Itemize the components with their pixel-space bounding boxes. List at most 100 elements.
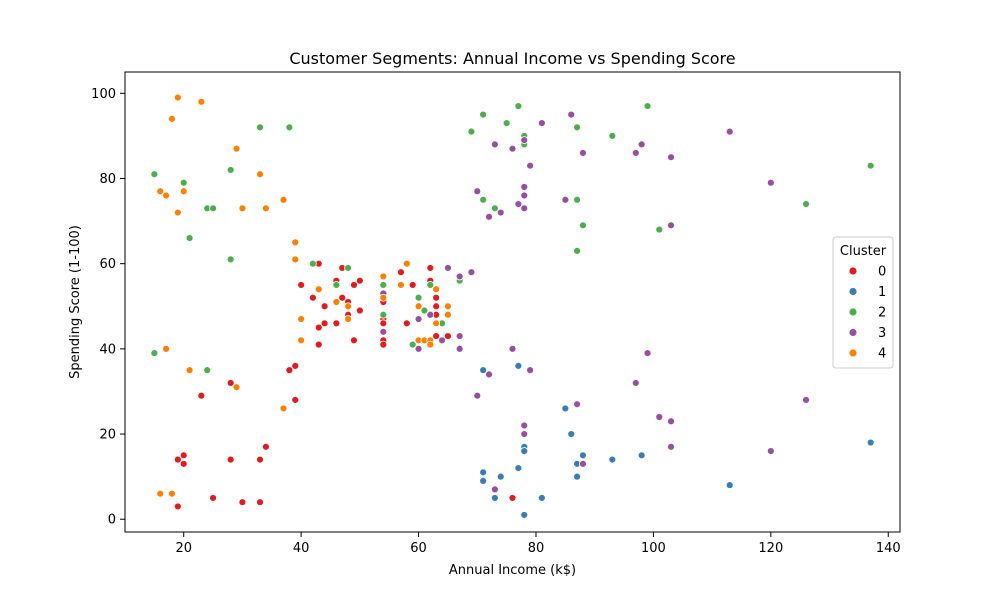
data-point-cluster-2 <box>226 166 235 174</box>
data-point-cluster-0 <box>350 336 358 345</box>
chart-title: Customer Segments: Annual Income vs Spen… <box>289 49 735 68</box>
data-point-cluster-0 <box>179 459 188 468</box>
data-point-cluster-3 <box>667 417 675 426</box>
data-point-cluster-2 <box>420 306 429 315</box>
data-point-cluster-3 <box>766 447 775 455</box>
data-point-cluster-0 <box>332 319 341 328</box>
data-point-cluster-2 <box>479 110 488 119</box>
data-point-cluster-1 <box>537 494 546 502</box>
data-point-cluster-0 <box>291 361 300 370</box>
data-point-cluster-2 <box>426 281 435 289</box>
data-point-cluster-2 <box>414 293 423 302</box>
data-point-cluster-2 <box>573 123 581 132</box>
data-point-cluster-4 <box>432 285 441 294</box>
x-tick-label: 140 <box>876 541 901 556</box>
data-point-cluster-0 <box>379 319 388 328</box>
data-point-cluster-3 <box>631 149 640 157</box>
data-point-cluster-0 <box>432 293 441 302</box>
data-point-cluster-2 <box>226 255 235 264</box>
data-point-cluster-4 <box>314 285 323 294</box>
data-point-cluster-3 <box>643 349 652 358</box>
data-point-cluster-3 <box>667 153 675 162</box>
data-point-cluster-3 <box>520 204 529 213</box>
x-tick-label: 40 <box>293 541 310 556</box>
data-point-cluster-3 <box>655 413 664 421</box>
data-point-cluster-4 <box>179 187 188 196</box>
data-point-cluster-4 <box>168 114 176 123</box>
data-point-cluster-4 <box>444 310 452 319</box>
data-point-cluster-3 <box>485 212 493 221</box>
data-point-cluster-0 <box>379 340 388 349</box>
data-point-cluster-2 <box>608 131 617 140</box>
data-point-cluster-2 <box>150 170 159 179</box>
legend-label-cluster-2: 2 <box>878 306 886 321</box>
data-point-cluster-3 <box>520 421 529 430</box>
x-axis: 20 40 60 80 100 120 140 <box>175 532 901 556</box>
data-point-cluster-1 <box>520 511 529 519</box>
data-point-cluster-0 <box>314 340 323 349</box>
data-point-cluster-0 <box>173 502 182 511</box>
data-point-cluster-4 <box>402 259 411 268</box>
x-tick-label: 60 <box>410 541 427 556</box>
data-point-cluster-0 <box>350 281 358 289</box>
data-point-cluster-0 <box>432 332 441 340</box>
legend-marker-cluster-4 <box>848 348 858 358</box>
data-point-cluster-1 <box>520 447 529 455</box>
data-point-cluster-3 <box>490 140 499 149</box>
data-point-cluster-0 <box>508 494 517 502</box>
data-point-cluster-4 <box>256 170 264 179</box>
data-point-cluster-2 <box>802 200 810 208</box>
data-point-cluster-2 <box>408 340 417 349</box>
data-point-cluster-2 <box>150 349 159 358</box>
data-point-cluster-2 <box>179 178 188 187</box>
data-point-cluster-3 <box>414 344 423 353</box>
data-point-cluster-2 <box>655 225 664 234</box>
data-point-cluster-4 <box>444 302 452 311</box>
data-point-cluster-1 <box>608 455 617 464</box>
data-point-cluster-3 <box>485 370 493 379</box>
data-point-cluster-0 <box>314 323 323 332</box>
data-point-cluster-2 <box>479 195 488 204</box>
data-point-cluster-4 <box>432 319 441 328</box>
data-point-cluster-3 <box>802 396 810 404</box>
data-point-cluster-2 <box>573 195 581 204</box>
data-point-cluster-2 <box>344 264 353 272</box>
data-point-cluster-1 <box>561 404 570 413</box>
data-point-cluster-3 <box>520 183 529 191</box>
data-point-cluster-4 <box>168 489 176 498</box>
data-point-cluster-2 <box>643 102 652 110</box>
legend-title: Cluster <box>840 244 887 259</box>
data-point-cluster-2 <box>256 123 264 132</box>
legend-label-cluster-4: 4 <box>878 347 886 362</box>
data-point-cluster-1 <box>514 361 523 370</box>
data-point-cluster-3 <box>473 391 482 400</box>
legend-items: 0 1 2 3 4 <box>848 265 886 362</box>
data-point-cluster-0 <box>226 455 235 464</box>
data-point-cluster-4 <box>162 344 171 353</box>
data-point-cluster-4 <box>232 383 241 392</box>
data-point-cluster-3 <box>579 149 587 157</box>
data-point-cluster-4 <box>279 195 288 204</box>
legend-label-cluster-3: 3 <box>878 326 886 341</box>
data-point-cluster-4 <box>344 315 353 323</box>
data-point-cluster-4 <box>173 208 182 217</box>
data-point-cluster-3 <box>490 485 499 494</box>
data-point-cluster-3 <box>444 264 452 272</box>
data-point-cluster-0 <box>320 302 329 311</box>
data-point-cluster-2 <box>332 281 341 289</box>
data-point-cluster-4 <box>414 302 423 311</box>
data-point-cluster-0 <box>297 281 306 289</box>
data-point-cluster-3 <box>426 310 435 319</box>
data-point-cluster-0 <box>262 442 270 451</box>
data-point-cluster-3 <box>514 200 523 208</box>
data-point-cluster-4 <box>344 302 353 311</box>
data-point-cluster-2 <box>514 102 523 110</box>
data-point-cluster-2 <box>379 310 388 319</box>
data-point-cluster-0 <box>426 264 435 272</box>
data-point-cluster-3 <box>561 195 570 204</box>
data-point-cluster-2 <box>308 259 317 268</box>
data-point-cluster-4 <box>291 238 300 247</box>
data-point-cluster-4 <box>262 204 270 213</box>
data-point-cluster-0 <box>355 306 364 315</box>
y-axis: 0 20 40 60 80 100 <box>91 87 125 528</box>
